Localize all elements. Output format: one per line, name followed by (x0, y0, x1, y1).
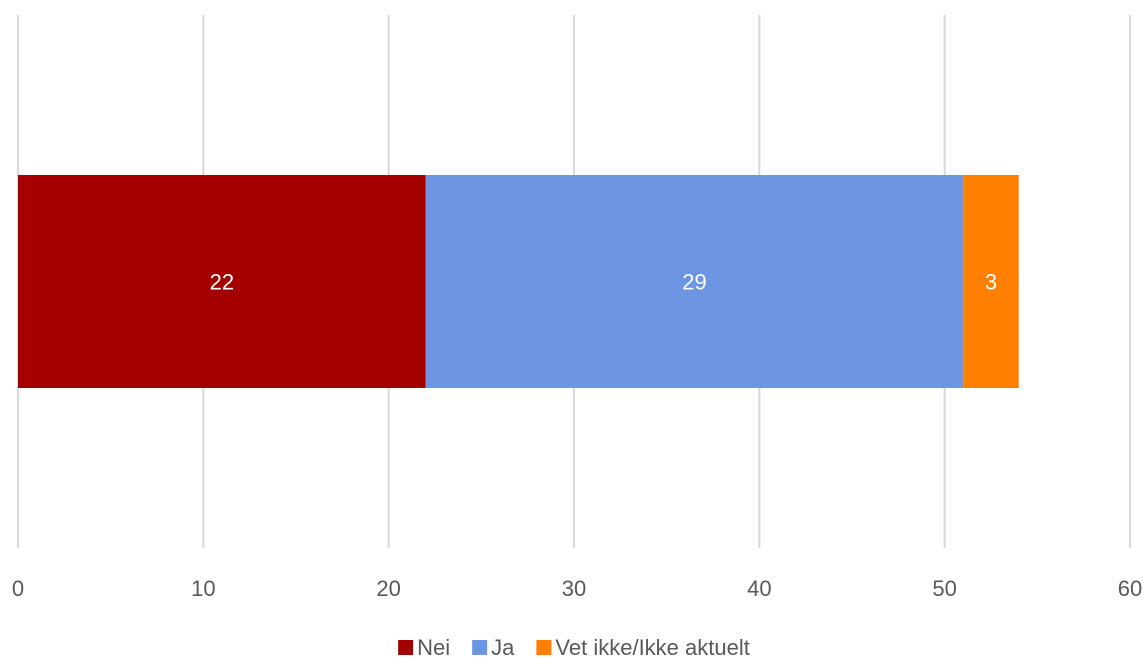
x-tick-label: 10 (191, 576, 215, 601)
legend-item-nei: Nei (398, 635, 450, 660)
data-labels: 22 29 3 (210, 270, 998, 295)
x-tick-label: 0 (12, 576, 24, 601)
x-axis-tick-labels: 0 10 20 30 40 50 60 (12, 576, 1142, 601)
data-label-ja: 29 (682, 270, 706, 295)
x-tick-label: 40 (747, 576, 771, 601)
x-tick-label: 20 (376, 576, 400, 601)
legend-label: Vet ikke/Ikke aktuelt (555, 635, 749, 660)
x-tick-label: 60 (1118, 576, 1142, 601)
legend-swatch (536, 640, 552, 655)
legend: Nei Ja Vet ikke/Ikke aktuelt (398, 635, 750, 660)
legend-label: Ja (491, 635, 515, 660)
legend-swatch (398, 640, 414, 655)
data-label-nei: 22 (210, 270, 234, 295)
bar-segments (18, 175, 1019, 388)
x-tick-label: 30 (562, 576, 586, 601)
legend-item-vet-ikke-ikke-aktuelt: Vet ikke/Ikke aktuelt (536, 635, 750, 660)
legend-label: Nei (417, 635, 450, 660)
bar-segment-vet-ikke-ikke-aktuelt (963, 175, 1019, 388)
legend-item-ja: Ja (472, 635, 515, 660)
bar-segment-nei (18, 175, 426, 388)
x-tick-label: 50 (932, 576, 956, 601)
data-label-vet-ikke-ikke-aktuelt: 3 (985, 270, 997, 295)
bar-segment-ja (425, 175, 964, 388)
legend-swatch (472, 640, 488, 655)
